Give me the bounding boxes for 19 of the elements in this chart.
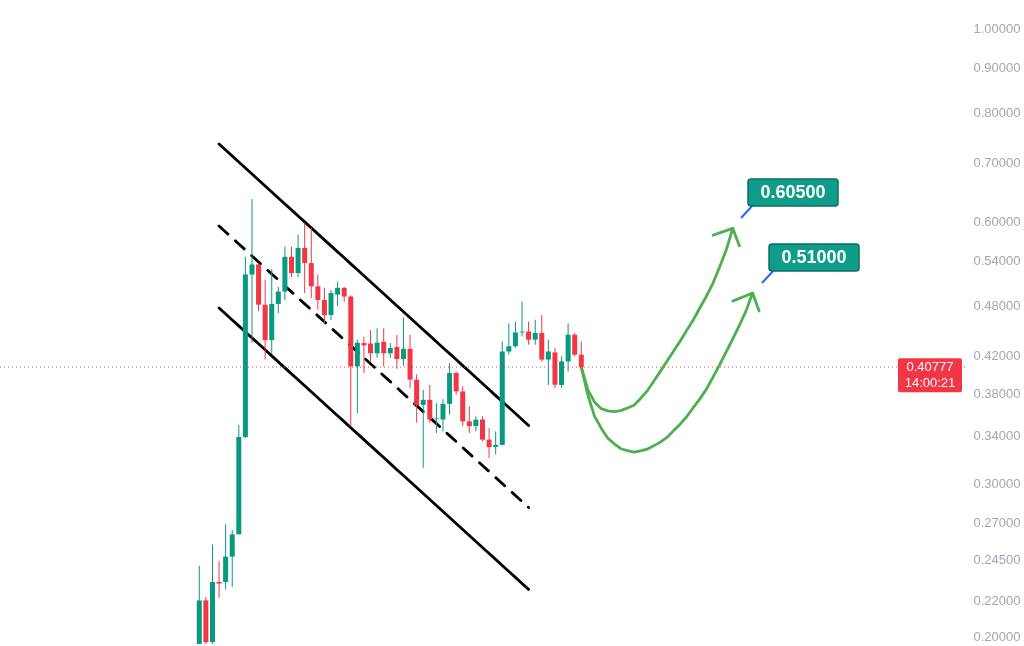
ref-line-label: 0.40777	[906, 359, 954, 375]
annotation: 0.60500	[760, 182, 826, 202]
y-tick-label: 0.42000	[973, 348, 1021, 364]
y-tick-label: 1.00000	[973, 20, 1021, 36]
y-tick-label: 0.80000	[973, 104, 1021, 120]
y-tick-label: 0.60000	[973, 213, 1021, 229]
y-tick-label: 0.54000	[973, 253, 1021, 269]
y-tick-label: 0.90000	[973, 60, 1021, 76]
y-tick-label: 0.22000	[973, 592, 1021, 608]
y-tick-label: 0.34000	[973, 428, 1021, 444]
y-tick-label: 0.30000	[973, 475, 1021, 491]
y-tick-label: 0.70000	[973, 155, 1021, 171]
y-tick-label: 0.38000	[973, 386, 1021, 402]
annotation: 14:00:21	[904, 375, 956, 391]
annotation: 0.51000	[781, 247, 847, 267]
y-tick-label: 0.20000	[973, 628, 1021, 644]
y-tick-label: 0.24500	[973, 552, 1021, 568]
y-tick-label: 0.27000	[973, 515, 1021, 531]
y-tick-label: 0.48000	[973, 297, 1021, 313]
